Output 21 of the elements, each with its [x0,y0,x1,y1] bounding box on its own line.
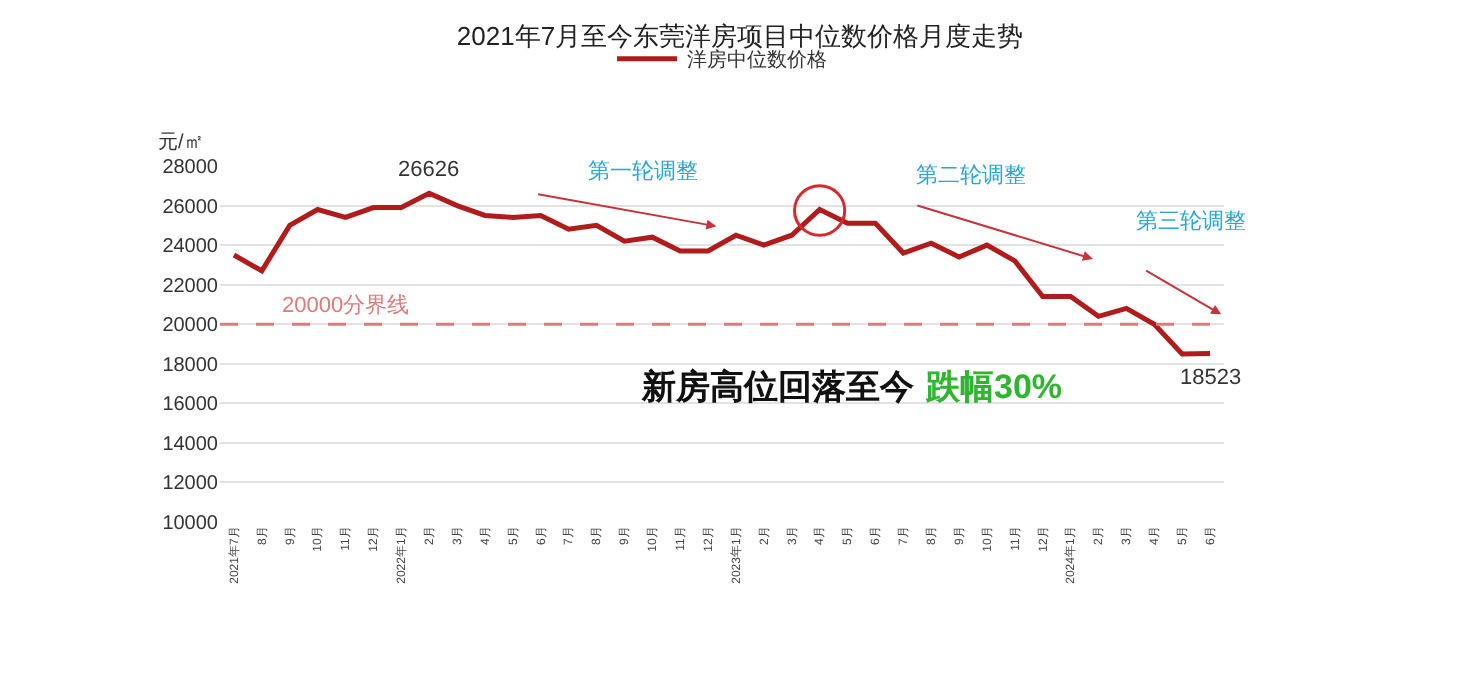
y-axis-title: 元/㎡ [158,132,204,154]
annotation: 第二轮调整 [916,164,1026,188]
ref-line-label: 20000分界线 [282,292,410,318]
annotation: 新房高位回落至今 [640,368,916,406]
y-tick-label: 22000 [162,275,219,298]
y-tick-label: 12000 [162,473,219,496]
y-tick-label: 14000 [162,433,219,456]
y-tick-label: 10000 [162,513,219,535]
y-tick-label: 20000 [162,315,219,338]
y-tick-label: 18000 [162,354,219,377]
y-tick-label: 24000 [162,236,219,259]
legend-label: 洋房中位数价格 [687,48,827,73]
y-tick-label: 16000 [162,394,219,417]
y-tick-label: 28000 [162,157,219,179]
chart-title: 2021年7月至今东莞洋房项目中位数价格月度走势 [456,21,1024,52]
annotation: 第一轮调整 [588,160,698,184]
annotation: 第三轮调整 [1136,210,1246,234]
annotation: 跌幅30% [924,368,1063,406]
data-label: 18523 [1180,366,1242,390]
data-label: 26626 [398,158,460,182]
y-tick-label: 26000 [162,196,219,219]
